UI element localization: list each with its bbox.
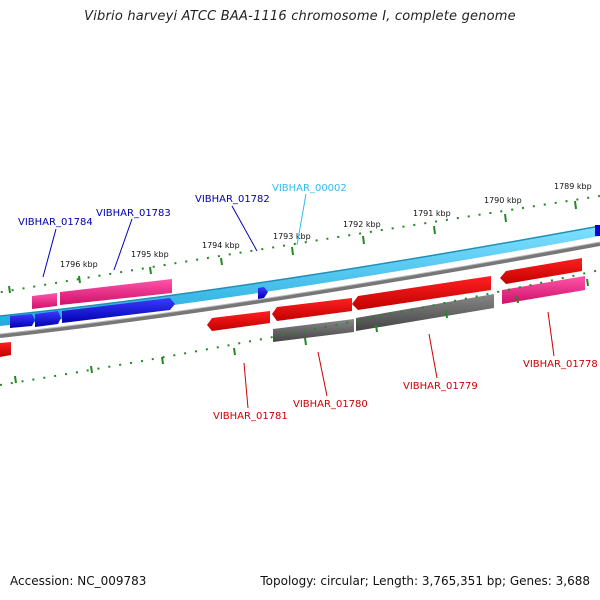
map-title: Vibrio harveyi ATCC BAA-1116 chromosome … <box>84 9 516 24</box>
gene-label-00002: VIBHAR_00002 <box>272 183 347 194</box>
forward-cds-row <box>32 279 172 309</box>
gene-label-01781: VIBHAR_01781 <box>213 411 288 422</box>
tick-label-1791: 1791 kbp <box>413 209 451 218</box>
gene-label-01784: VIBHAR_01784 <box>18 217 93 228</box>
gene-label-01783: VIBHAR_01783 <box>96 208 171 219</box>
outer-major-ticks <box>8 200 577 294</box>
reverse-gene-01779 <box>352 276 491 310</box>
reverse-cds-01778 <box>502 276 585 304</box>
tick-label-1796: 1796 kbp <box>60 260 98 269</box>
tick-label-1794: 1794 kbp <box>202 241 240 250</box>
reverse-gene-01778 <box>500 258 582 284</box>
reverse-gene-edge <box>0 342 11 357</box>
tick-label-1790: 1790 kbp <box>484 196 522 205</box>
forward-cds-01784 <box>32 293 57 309</box>
gene-label-01779: VIBHAR_01779 <box>403 381 478 392</box>
reverse-gene-01780 <box>272 298 352 321</box>
reverse-gene-row <box>0 258 582 357</box>
outer-tick-ring <box>0 195 600 294</box>
accession-text: Accession: NC_009783 <box>10 574 147 588</box>
inner-major-ticks <box>14 278 589 384</box>
forward-gene-01782 <box>258 287 268 299</box>
forward-gene-c <box>62 298 175 323</box>
forward-gene-a <box>10 314 35 328</box>
forward-gene-row <box>10 287 268 328</box>
gene-label-01778: VIBHAR_01778 <box>523 359 598 370</box>
reverse-gene-01781 <box>207 311 270 331</box>
reverse-cds-01779 <box>356 294 494 331</box>
tick-labels: 1796 kbp 1795 kbp 1794 kbp 1793 kbp 1792… <box>60 182 592 269</box>
gene-labels: VIBHAR_01784 VIBHAR_01783 VIBHAR_01782 V… <box>18 183 598 422</box>
tick-label-1792: 1792 kbp <box>343 220 381 229</box>
band-end-cap <box>595 225 600 236</box>
chromosome-backbone <box>0 241 600 338</box>
tick-label-1795: 1795 kbp <box>131 250 169 259</box>
reverse-cds-row <box>273 276 585 342</box>
gene-label-01782: VIBHAR_01782 <box>195 194 270 205</box>
tick-label-1789: 1789 kbp <box>554 182 592 191</box>
gene-label-01780: VIBHAR_01780 <box>293 399 368 410</box>
forward-gene-b <box>35 311 61 327</box>
topology-summary: Topology: circular; Length: 3,765,351 bp… <box>260 574 590 588</box>
callout-lines <box>42 193 555 409</box>
forward-cds-01783 <box>60 279 172 305</box>
reverse-cds-01780 <box>273 319 354 342</box>
tick-label-1793: 1793 kbp <box>273 232 311 241</box>
